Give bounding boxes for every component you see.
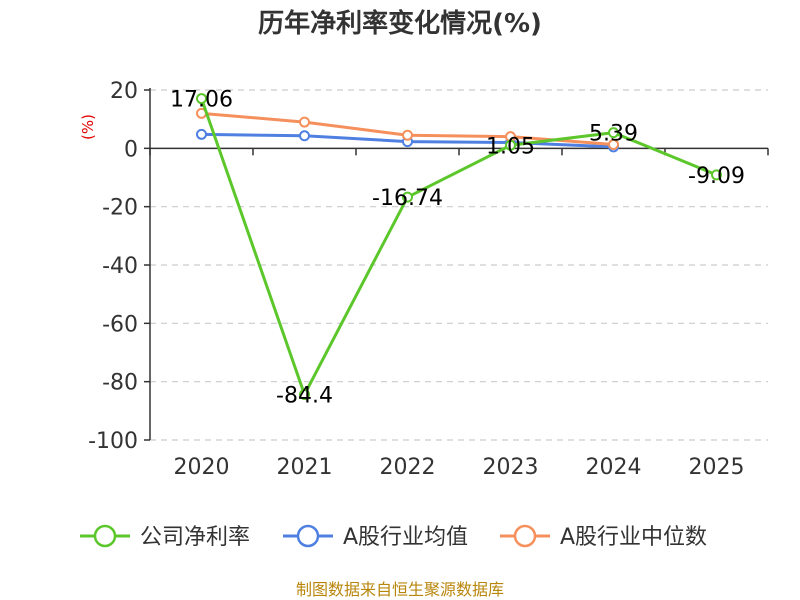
source-footer: 制图数据来自恒生聚源数据库 (296, 580, 504, 599)
legend-marker-icon (93, 524, 117, 548)
y-tick-label: -60 (102, 312, 138, 337)
data-label: 17.06 (170, 88, 233, 113)
x-tick-label: 2023 (483, 455, 539, 480)
y-tick-label: -80 (102, 371, 138, 396)
data-point (299, 116, 310, 128)
data-label: -16.74 (372, 186, 443, 211)
data-point (299, 389, 310, 400)
data-point (402, 129, 413, 141)
data-label: -84.4 (276, 384, 333, 409)
legend-item-label[interactable]: A股行业中位数 (560, 525, 707, 550)
chart-title: 历年净利率变化情况(%) (258, 8, 542, 39)
x-tick-label: 2025 (689, 455, 745, 480)
series-line (200, 98, 718, 396)
data-point (196, 128, 207, 140)
data-point (608, 139, 619, 151)
legend[interactable]: 公司净利率 A股行业均值 A股行业中位数 (80, 524, 707, 550)
y-tick-label: 20 (110, 79, 138, 104)
legend-item-label[interactable]: 公司净利率 (140, 525, 250, 550)
x-tick-label: 2024 (586, 455, 642, 480)
y-tick-label: -40 (102, 254, 138, 279)
series-lines (196, 93, 722, 400)
x-tick-label: 2020 (174, 455, 230, 480)
grid-lines (150, 89, 768, 441)
y-tick-label: -20 (102, 196, 138, 221)
data-point (608, 127, 619, 139)
y-tick-label: -100 (88, 429, 138, 454)
data-label: 5.39 (589, 122, 638, 147)
x-tick-label: 2021 (277, 455, 333, 480)
axes: 20 0 -20 -40 -60 -80 -100 2020 2021 2022 2023 2024 2… (88, 79, 769, 480)
y-tick-label: 0 (124, 137, 138, 162)
legend-item-label[interactable]: A股行业均值 (343, 525, 468, 550)
data-labels: 17.06 -84.4 -16.74 1.05 5.39 -9.09 (170, 88, 745, 409)
data-point (711, 169, 722, 181)
data-point (299, 130, 310, 142)
data-label: 1.05 (486, 134, 535, 159)
data-point (402, 191, 413, 203)
legend-marker-icon (513, 524, 537, 548)
data-point (505, 139, 516, 151)
y-axis-label: (%) (79, 114, 97, 140)
legend-marker-icon (296, 524, 320, 548)
x-tick-label: 2022 (380, 455, 436, 480)
data-point (196, 93, 207, 105)
data-label: -9.09 (688, 164, 745, 189)
